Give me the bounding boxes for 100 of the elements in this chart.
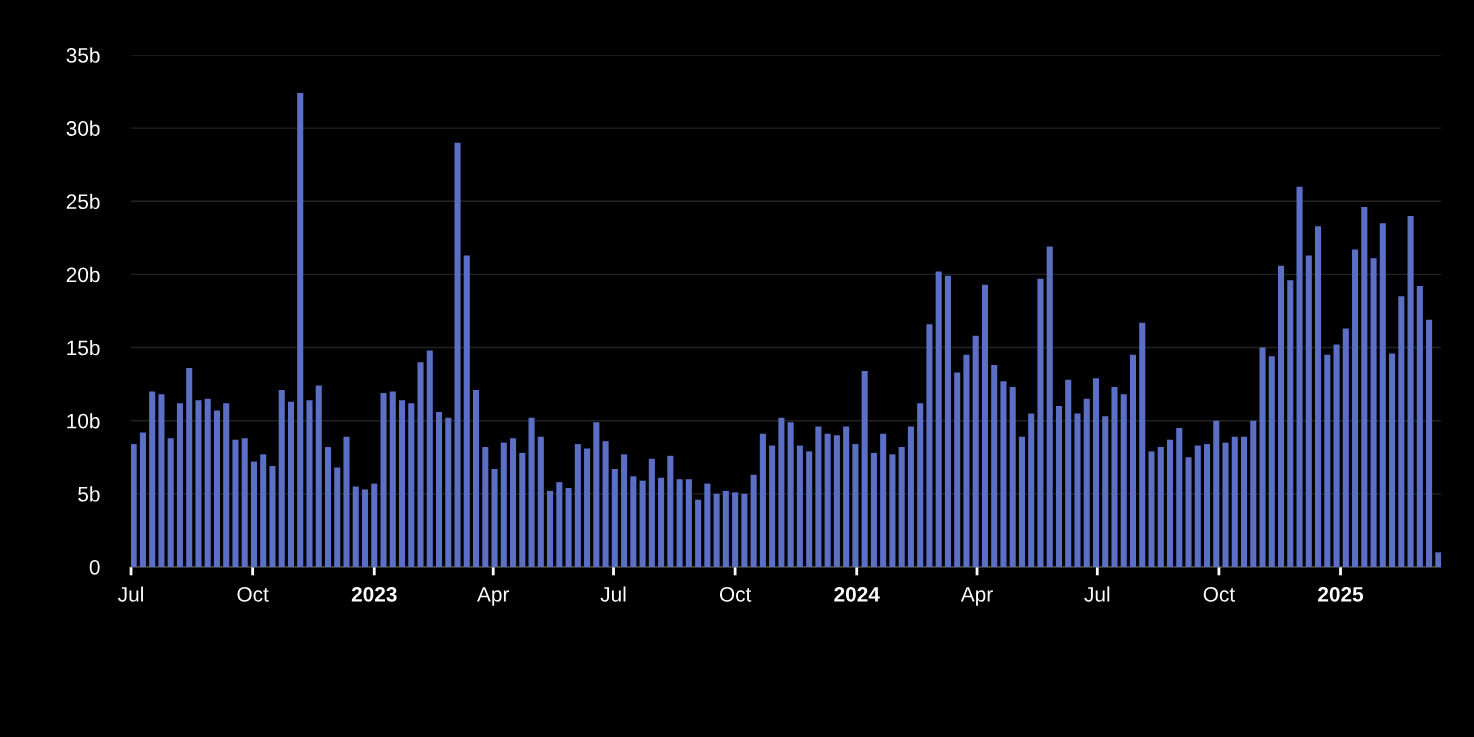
bar <box>917 403 924 567</box>
bar <box>778 417 785 567</box>
bar <box>1342 328 1349 567</box>
x-tick-label: Jul <box>118 586 143 602</box>
bar <box>195 400 202 567</box>
x-tick-label: 2023 <box>351 586 397 602</box>
bar <box>1092 378 1100 567</box>
bar <box>713 493 720 567</box>
bar <box>584 448 591 567</box>
bar <box>380 392 387 567</box>
bar <box>667 455 674 567</box>
bar <box>297 93 304 567</box>
bar <box>815 426 822 567</box>
bar <box>1120 394 1127 567</box>
bar <box>537 436 544 567</box>
bar <box>260 454 267 567</box>
bar <box>695 499 702 567</box>
bar <box>1065 379 1072 567</box>
bar <box>176 403 183 567</box>
bar <box>991 365 998 567</box>
bar <box>1009 387 1016 567</box>
bar <box>241 438 248 567</box>
bar <box>1361 207 1368 567</box>
bar <box>408 403 415 567</box>
bar <box>139 432 146 567</box>
bar <box>361 489 369 567</box>
bar <box>352 486 359 567</box>
bar <box>1129 354 1137 567</box>
bar <box>898 447 905 567</box>
bar <box>463 255 470 567</box>
bar <box>306 400 313 567</box>
bar <box>769 445 776 567</box>
bar <box>1250 420 1257 567</box>
x-tick-label: 2024 <box>834 586 880 602</box>
bar <box>482 447 489 567</box>
bar <box>1435 552 1441 567</box>
bar <box>473 389 480 567</box>
x-tick-label: Apr <box>960 587 993 606</box>
bar <box>167 438 174 567</box>
bar <box>824 433 831 567</box>
bar <box>611 468 618 567</box>
bar <box>1268 356 1275 567</box>
bar <box>1315 226 1322 567</box>
bar <box>1213 420 1220 567</box>
bar <box>1324 354 1331 567</box>
bar <box>1389 353 1396 567</box>
bar <box>1203 444 1211 567</box>
bar <box>1333 344 1340 567</box>
y-tick-label: 15b <box>67 340 100 356</box>
y-tick-label: 25b <box>66 193 100 210</box>
bar <box>1166 439 1174 567</box>
x-tick-label: Oct <box>719 586 752 602</box>
bar <box>1037 278 1044 567</box>
bar <box>371 483 378 567</box>
bar <box>510 438 517 567</box>
bar <box>963 354 970 567</box>
bar <box>1046 246 1053 567</box>
bar <box>250 461 258 567</box>
bar <box>843 426 850 567</box>
bar <box>454 142 461 567</box>
bar <box>1000 381 1007 567</box>
bar <box>1028 413 1035 567</box>
bar <box>861 370 868 567</box>
bar <box>417 362 424 567</box>
bar <box>907 426 914 567</box>
bar <box>759 433 766 567</box>
y-tick-label: 20b <box>66 266 100 283</box>
bar <box>1370 258 1377 567</box>
bar <box>676 479 683 567</box>
bar <box>500 442 507 567</box>
bar <box>426 350 433 567</box>
bar <box>1222 442 1229 567</box>
bar <box>602 441 609 567</box>
bar <box>1231 436 1238 567</box>
bar <box>269 466 276 567</box>
bar <box>1278 265 1285 567</box>
bar <box>935 271 942 567</box>
bar <box>796 445 803 567</box>
bar <box>204 398 211 567</box>
y-tick-label: 0 <box>89 559 100 575</box>
bar <box>1416 286 1423 567</box>
x-tick-label: Oct <box>1203 586 1235 602</box>
bar <box>1148 451 1155 567</box>
bar <box>870 452 877 567</box>
x-tick-label: Apr <box>477 587 510 606</box>
bar <box>445 417 452 567</box>
bar <box>1259 347 1266 567</box>
bar <box>435 411 443 567</box>
bar <box>1074 413 1081 567</box>
bar <box>1240 436 1248 567</box>
x-tick-label: Oct <box>237 586 269 602</box>
bar <box>1111 387 1118 567</box>
bar <box>1296 186 1303 567</box>
bar <box>639 480 646 567</box>
bar <box>1157 447 1164 567</box>
y-tick-label: 30b <box>66 120 100 136</box>
bar <box>547 490 554 567</box>
bar <box>741 493 748 567</box>
y-tick-label: 5b <box>78 486 100 502</box>
bar <box>685 479 692 567</box>
